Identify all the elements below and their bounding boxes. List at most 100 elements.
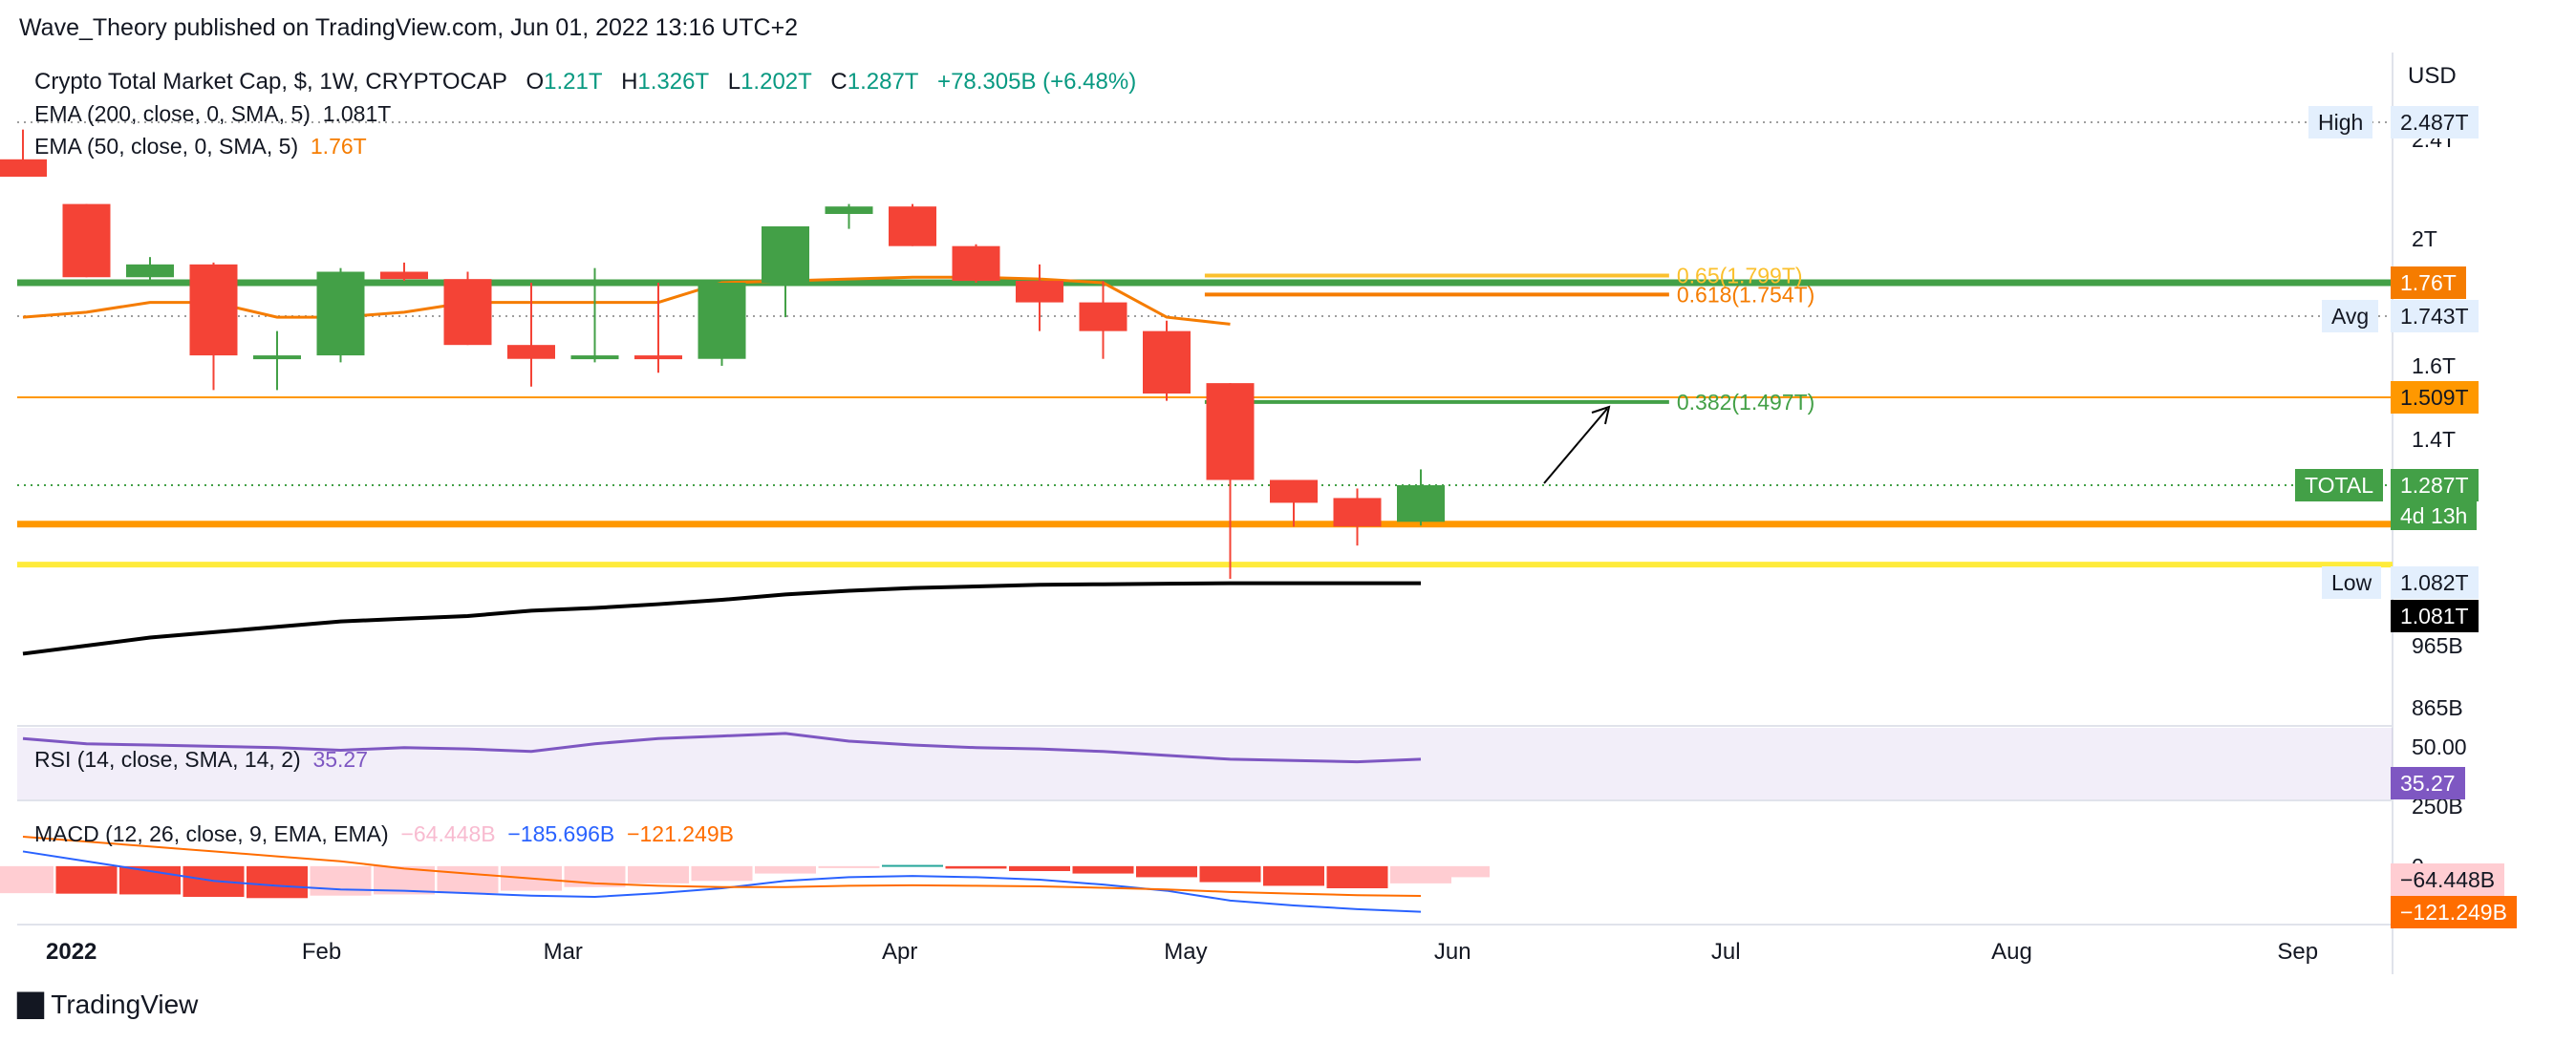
- tradingview-brand[interactable]: ⬛︎ TradingView: [17, 990, 199, 1019]
- rsi-tick-label: 50.00: [2412, 734, 2467, 759]
- candle-body: [570, 355, 619, 360]
- candle-body: [507, 345, 555, 359]
- price-tick-label: 1.6T: [2412, 353, 2456, 378]
- candle: [253, 330, 301, 391]
- close-value: 1.287T: [847, 69, 919, 95]
- ema50-legend[interactable]: EMA (50, close, 0, SMA, 5) 1.76T: [34, 134, 367, 159]
- candle: [952, 244, 1000, 283]
- price-axis-label[interactable]: 1.081T: [2391, 600, 2479, 632]
- candle: [1206, 383, 1255, 580]
- fib-label: 0.618(1.754T): [1677, 282, 1814, 307]
- macd-histogram-bar: [691, 865, 753, 882]
- projection-arrow: [1543, 408, 1608, 484]
- candle: [126, 257, 174, 282]
- ema200-line: [22, 581, 1421, 656]
- ema50-value: 1.76T: [310, 134, 367, 159]
- candle-body: [380, 271, 428, 280]
- macd-histogram-bar: [628, 865, 689, 883]
- candle-body: [0, 159, 47, 177]
- candle: [1397, 469, 1445, 526]
- candle: [1333, 488, 1382, 546]
- rsi-band: [17, 728, 2393, 799]
- candle-body: [1143, 330, 1191, 394]
- price-axis-label[interactable]: 1.509T: [2391, 381, 2479, 414]
- candle-body: [316, 271, 365, 356]
- price-axis-label[interactable]: 1.082T: [2391, 566, 2479, 599]
- macd-histogram-bar: [1072, 865, 1134, 874]
- price-axis-label[interactable]: 1.743T: [2391, 300, 2479, 332]
- macd-histogram-bar: [755, 865, 816, 874]
- macd-histogram-bar: [1136, 865, 1197, 878]
- macd-legend[interactable]: MACD (12, 26, close, 9, EMA, EMA) −64.44…: [34, 821, 734, 846]
- price-axis-tag[interactable]: TOTAL: [2295, 469, 2383, 501]
- price-axis-label[interactable]: 1.287T: [2391, 469, 2479, 501]
- price-axis-tag[interactable]: High: [2308, 106, 2373, 138]
- macd-signal-axis-label[interactable]: −121.249B: [2391, 896, 2517, 928]
- ema200-value: 1.081T: [322, 101, 392, 126]
- candle: [1016, 264, 1063, 331]
- candle: [634, 283, 682, 373]
- open-value: 1.21T: [544, 69, 603, 95]
- macd-hist-value: −64.448B: [400, 821, 496, 846]
- candle: [825, 203, 873, 229]
- macd-histogram-bar: [437, 865, 499, 894]
- time-tick-label: May: [1164, 939, 1207, 965]
- macd-histogram-bar: [882, 864, 943, 867]
- time-tick-label: Jul: [1711, 939, 1741, 965]
- macd-hist-axis-label[interactable]: −64.448B: [2391, 863, 2505, 896]
- candle: [698, 283, 746, 366]
- countdown-label[interactable]: 4d 13h: [2391, 501, 2478, 530]
- fib-label: 0.65(1.799T): [1677, 264, 1803, 288]
- low-value: 1.202T: [741, 69, 812, 95]
- ema200-legend[interactable]: EMA (200, close, 0, SMA, 5) 1.081T: [34, 101, 392, 126]
- price-axis-tag[interactable]: Low: [2322, 566, 2382, 599]
- macd-histogram-bar: [1390, 865, 1451, 883]
- symbol-name: Crypto Total Market Cap, $, 1W, CRYPTOCA…: [34, 69, 507, 95]
- candle-body: [634, 355, 682, 360]
- candle: [1270, 479, 1318, 527]
- candle-body: [762, 226, 809, 283]
- price-tick-label: 2T: [2412, 226, 2437, 251]
- macd-histogram-bar: [818, 865, 880, 868]
- price-axis-label[interactable]: 2.487T: [2391, 106, 2479, 138]
- high-value: 1.326T: [637, 69, 709, 95]
- candle: [1079, 281, 1127, 359]
- rsi-axis-label[interactable]: 35.27: [2391, 767, 2465, 799]
- candle-body: [825, 206, 873, 214]
- time-tick-label: Feb: [302, 939, 341, 965]
- macd-line: [22, 850, 1422, 913]
- candle-body: [1397, 485, 1445, 522]
- price-axis-tag[interactable]: Avg: [2322, 300, 2379, 332]
- candle-body: [253, 355, 301, 360]
- macd-histogram-bar: [1009, 865, 1070, 871]
- macd-histogram-bar: [1199, 865, 1261, 883]
- candle: [889, 203, 936, 246]
- macd-histogram-bar: [1326, 865, 1388, 888]
- candle-body: [952, 245, 1000, 282]
- candle-body: [1270, 479, 1318, 503]
- rsi-legend[interactable]: RSI (14, close, SMA, 14, 2) 35.27: [34, 747, 369, 772]
- candle: [507, 283, 555, 387]
- candle: [0, 129, 47, 177]
- candle: [62, 203, 111, 278]
- time-tick-label: Jun: [1434, 939, 1471, 965]
- rsi-line: [22, 732, 1422, 764]
- price-axis-label[interactable]: 1.76T: [2391, 266, 2466, 299]
- projection-arrowhead: [1591, 405, 1611, 425]
- macd-histogram-bar: [0, 865, 54, 894]
- candle-body: [889, 206, 936, 246]
- candle: [443, 271, 492, 346]
- time-tick-label: Mar: [544, 939, 583, 965]
- macd-histogram-bar: [1263, 865, 1324, 886]
- time-tick-label: Apr: [882, 939, 917, 965]
- candle-body: [1206, 383, 1255, 480]
- candle: [316, 267, 365, 363]
- candle-body: [1079, 302, 1127, 331]
- symbol-legend[interactable]: Crypto Total Market Cap, $, 1W, CRYPTOCA…: [34, 69, 1137, 95]
- candle: [380, 262, 428, 282]
- change-value: +78.305B (+6.48%): [937, 69, 1137, 95]
- candle-body: [189, 264, 238, 356]
- price-tick-label: 965B: [2412, 633, 2463, 658]
- candle: [1143, 320, 1191, 401]
